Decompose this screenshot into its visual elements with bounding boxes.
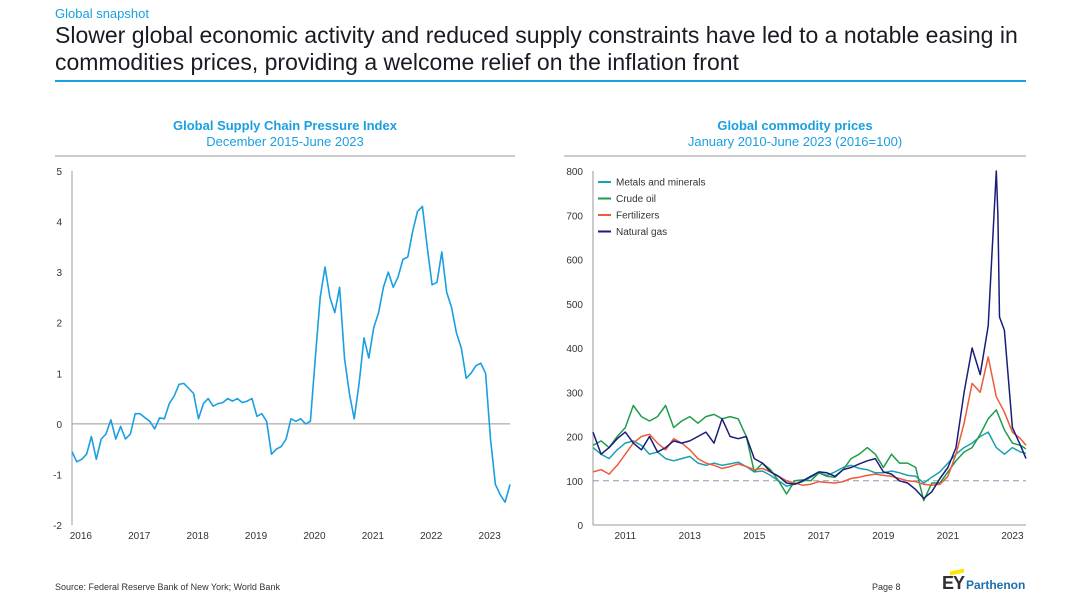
gscpi-x-tick-label: 2017 [128,531,151,542]
header-rule [55,80,1026,82]
commodity-y-tick-label: 0 [577,521,583,532]
commodity-y-tick-label: 700 [566,211,583,222]
logo-parthenon-text: Parthenon [966,578,1026,592]
commodity-chart: 0 100 200 300 400 500 600 700 800 2011 2013 2015 201… [566,167,1027,542]
gscpi-y-tick-label: 5 [56,167,62,178]
right-chart-subtitle: January 2010-June 2023 (2016=100) [687,134,903,149]
commodity-x-tick-label: 2019 [872,531,895,542]
gscpi-y-tick-label: -2 [53,521,62,532]
gscpi-y-tick-label: -1 [53,470,62,481]
gscpi-y-tick-label: 2 [56,319,62,330]
metals-series-line [592,431,1027,487]
logo-ey-text: EY [942,573,965,593]
legend-label: Crude oil [616,194,656,205]
commodity-x-tick-label: 2021 [937,531,960,542]
commodity-y-tick-label: 800 [566,167,583,178]
commodity-y-tick-label: 100 [566,477,583,488]
commodity-y-tick-label: 600 [566,256,583,267]
gscpi-y-tick-label: 1 [56,369,62,380]
legend-label: Natural gas [616,227,667,238]
gscpi-x-tick-label: 2019 [245,531,268,542]
legend-label: Metals and minerals [616,178,705,189]
commodity-y-tick-label: 200 [566,433,583,444]
commodity-x-tick-label: 2015 [743,531,766,542]
natural-gas-series-line [592,170,1027,500]
page-number: Page 8 [872,582,901,592]
gscpi-y-tick-label: 4 [56,218,62,229]
gscpi-x-tick-label: 2023 [479,531,502,542]
page-headline: Slower global economic activity and redu… [55,22,1018,75]
commodity-x-tick-label: 2013 [679,531,702,542]
gscpi-x-tick-label: 2022 [420,531,443,542]
commodity-x-tick-label: 2023 [1001,531,1024,542]
right-chart-title: Global commodity prices [717,118,873,133]
section-kicker: Global snapshot [55,6,149,21]
gscpi-x-tick-label: 2020 [303,531,326,542]
left-chart-subtitle: December 2015-June 2023 [206,134,364,149]
commodity-y-tick-label: 300 [566,388,583,399]
commodity-x-tick-label: 2011 [615,531,637,542]
ey-parthenon-logo: EY Parthenon [940,568,1030,596]
crude-oil-series-line [592,404,1027,502]
gscpi-series-line [71,205,511,504]
left-chart-title: Global Supply Chain Pressure Index [173,118,397,133]
legend-label: Fertilizers [616,211,659,222]
gscpi-chart: -2 -1 0 1 2 3 4 5 2016 2017 2018 2019 2020 2021 2022 20… [53,167,511,542]
commodity-y-tick-label: 400 [566,344,583,355]
source-note: Source: Federal Reserve Bank of New York… [55,582,280,592]
commodity-x-tick-label: 2017 [808,531,831,542]
gscpi-y-tick-label: 3 [56,268,62,279]
gscpi-x-tick-label: 2018 [187,531,210,542]
gscpi-y-tick-label: 0 [56,420,62,431]
commodity-y-tick-label: 500 [566,300,583,311]
fertilizers-series-line [592,356,1027,486]
gscpi-x-tick-label: 2016 [70,531,93,542]
gscpi-x-tick-label: 2021 [362,531,385,542]
